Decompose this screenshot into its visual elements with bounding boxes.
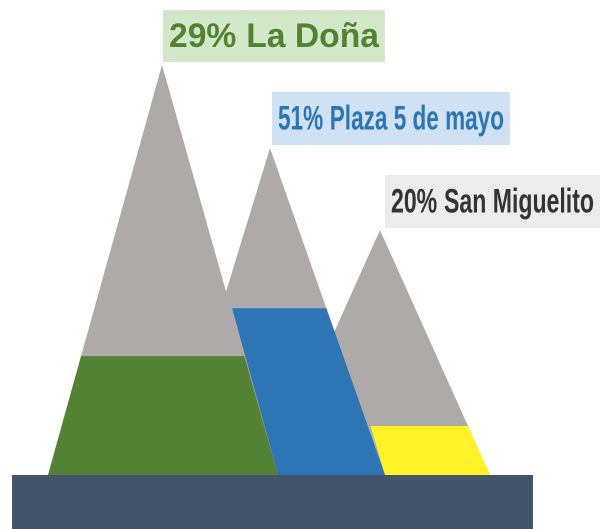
mountain-fill [370,426,490,475]
mountain-fill [48,356,278,475]
label: 29% La Doña [169,17,380,55]
category-label: La Doña [246,17,380,55]
value-label: 51% [278,99,323,137]
label: 51%Plaza 5 de mayo [278,99,504,137]
label-box [272,92,510,145]
value-label: 29% [169,17,236,55]
category-label: San Miguelito [444,182,594,220]
label: 20%San Miguelito [391,182,594,220]
label-box [163,10,385,62]
value-label: 20% [391,182,437,220]
label-box [385,175,600,228]
base-bar [12,475,533,529]
mountain-fill [232,308,385,475]
category-label: Plaza 5 de mayo [330,99,504,137]
